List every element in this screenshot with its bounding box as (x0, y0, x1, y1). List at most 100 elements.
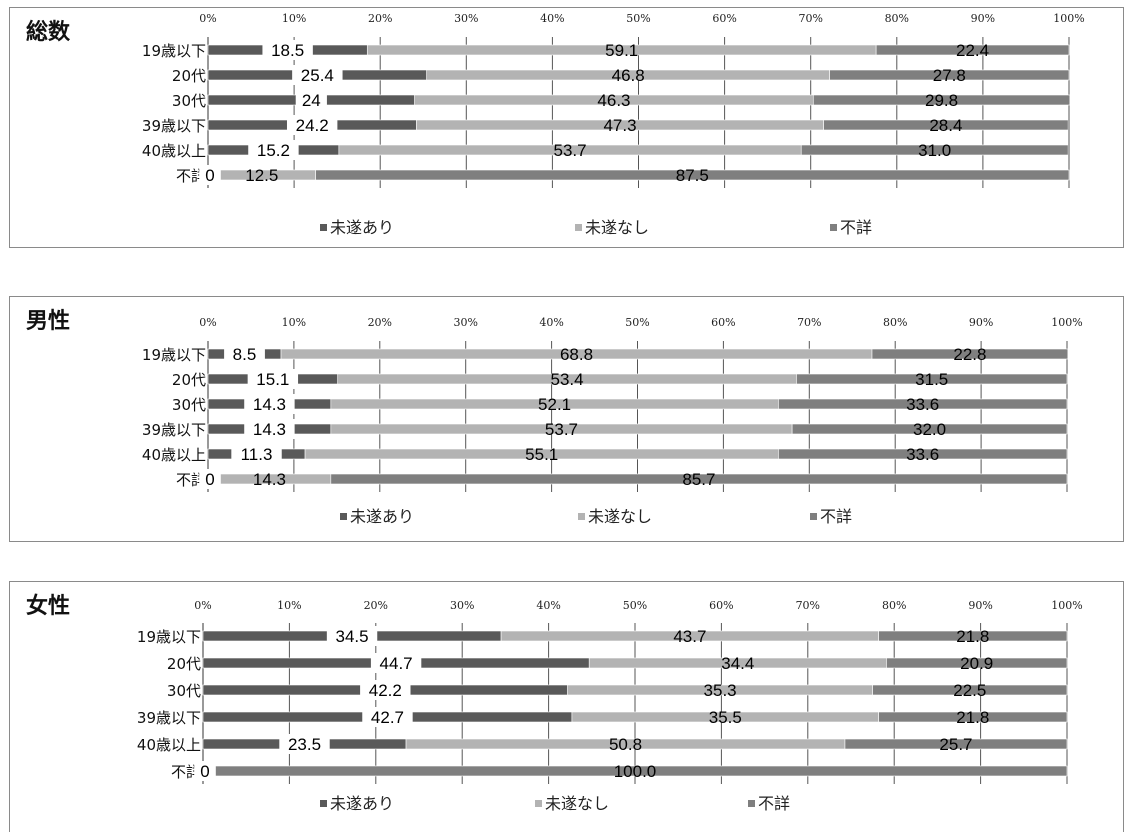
bar-segment (315, 169, 1070, 181)
tick-label: 80% (883, 316, 907, 329)
legend-label: 不詳 (820, 507, 852, 526)
bar-segment (878, 630, 1068, 642)
category-label: 19歳以下 (142, 346, 206, 364)
data-label: 29.8 (925, 91, 958, 110)
data-label: 14.3 (253, 470, 286, 489)
data-label: 0 (205, 470, 214, 489)
data-label: 24 (302, 91, 321, 110)
tick-label: 80% (885, 12, 909, 25)
chart-panel-female: 女性 0% 10% 20% 30% 40% 50% 60% 70% 80% 90% 100% 19歳以… (9, 581, 1124, 832)
category-label: 40歳以上 (142, 142, 206, 160)
bar-segment (829, 69, 1070, 81)
data-label: 59.1 (605, 41, 638, 60)
data-label-bg (286, 115, 338, 135)
chart-title: 総数 (26, 20, 71, 45)
data-label: 22.5 (953, 681, 986, 700)
data-label: 15.2 (257, 141, 290, 160)
data-label: 0 (205, 166, 214, 185)
data-label-bg (244, 419, 295, 439)
category-label: 39歳以下 (142, 421, 206, 439)
chart-title: 男性 (26, 309, 71, 334)
data-label: 28.4 (929, 116, 962, 135)
data-label: 46.8 (612, 66, 645, 85)
bar-segment (844, 738, 1068, 750)
tick-label: 50% (626, 12, 650, 25)
bar-segment (791, 423, 1068, 435)
legend-label: 未遂あり (330, 218, 394, 237)
legend-swatch (575, 224, 582, 231)
data-label: 25.4 (301, 66, 334, 85)
category-label: 30代 (167, 682, 201, 700)
legend-label: 不詳 (840, 218, 872, 237)
bar-segment (796, 373, 1068, 385)
data-label-bg (362, 707, 413, 727)
legend-swatch (810, 513, 817, 520)
tick-label: 70% (798, 12, 822, 25)
tick-label: 10% (282, 316, 306, 329)
category-label: 19歳以下 (137, 628, 201, 646)
bar-segment (800, 144, 1069, 156)
legend-swatch (578, 513, 585, 520)
tick-label: 20% (368, 12, 392, 25)
category-label: 30代 (172, 92, 206, 110)
tick-label: 40% (539, 316, 563, 329)
data-label: 22.8 (953, 345, 986, 364)
data-label: 53.7 (554, 141, 587, 160)
tick-label: 0% (199, 316, 216, 329)
tick-label: 40% (536, 599, 560, 612)
tick-label: 70% (796, 599, 820, 612)
data-label-bg (199, 469, 221, 489)
data-label: 50.8 (609, 735, 642, 754)
tick-label: 100% (1051, 316, 1082, 329)
category-label: 不詳 (176, 471, 206, 489)
data-label: 31.5 (915, 370, 948, 389)
tick-label: 30% (450, 599, 474, 612)
tick-label: 20% (368, 316, 392, 329)
data-label-bg (360, 680, 411, 700)
category-label: 20代 (167, 655, 201, 673)
category-label: 19歳以下 (142, 42, 206, 60)
tick-label: 100% (1053, 12, 1084, 25)
data-label: 14.3 (253, 395, 286, 414)
legend-swatch (830, 224, 837, 231)
data-label-bg (194, 761, 216, 781)
data-label: 15.1 (256, 370, 289, 389)
tick-label: 10% (282, 12, 306, 25)
data-label-bg (370, 653, 422, 673)
data-label-bg (199, 165, 221, 185)
data-label-bg (295, 90, 327, 110)
data-label: 53.4 (551, 370, 584, 389)
data-label: 24.2 (296, 116, 329, 135)
data-label: 34.4 (721, 654, 754, 673)
category-label: 39歳以下 (142, 117, 206, 135)
bar-segment (778, 448, 1068, 460)
data-label: 43.7 (673, 627, 706, 646)
tick-label: 30% (453, 316, 477, 329)
tick-label: 50% (625, 316, 649, 329)
category-label: 39歳以下 (137, 709, 201, 727)
data-label: 21.8 (956, 627, 989, 646)
data-label-bg (292, 65, 343, 85)
legend-swatch (320, 224, 327, 231)
legend-swatch (320, 800, 327, 807)
data-label-bg (262, 40, 313, 60)
data-label: 25.7 (939, 735, 972, 754)
data-label: 87.5 (676, 166, 709, 185)
data-label: 46.3 (597, 91, 630, 110)
data-label-bg (244, 394, 295, 414)
data-label: 53.7 (545, 420, 578, 439)
bar-segment (886, 657, 1068, 669)
bar-segment (330, 473, 1068, 485)
bar-segment (875, 44, 1070, 56)
legend-swatch (748, 800, 755, 807)
data-label: 20.9 (960, 654, 993, 673)
tick-label: 100% (1051, 599, 1082, 612)
chart-total: 0% 10% 20% 30% 40% 50% 60% 70% 80% 90% 100% 19歳以下 18… (142, 12, 1085, 237)
tick-label: 10% (277, 599, 301, 612)
bar-segment (823, 119, 1069, 131)
data-label-bg (326, 626, 378, 646)
bar-segment (871, 348, 1069, 360)
data-label-bg (247, 369, 299, 389)
tick-label: 60% (711, 316, 735, 329)
chart-panel-male: 男性 0% 10% 20% 30% 40% 50% 60% 70% 80% 90% 100% 19歳以… (9, 296, 1124, 542)
